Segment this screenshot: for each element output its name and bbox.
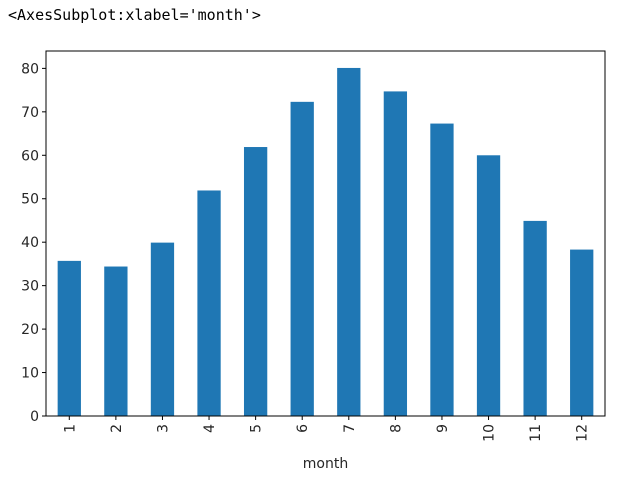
plot-frame (45, 50, 606, 417)
x-tick-label: 3 (155, 424, 171, 433)
x-tick-label: 11 (528, 424, 544, 442)
x-tick-label: 8 (388, 424, 404, 433)
bar-month-5 (243, 147, 268, 416)
x-tick-label: 9 (435, 424, 451, 433)
y-tick-label: 30 (21, 279, 39, 295)
cell-output-repr: <AxesSubplot:xlabel='month'> (8, 6, 261, 24)
x-tick-label: 1 (62, 424, 78, 433)
y-tick-label: 0 (30, 409, 39, 425)
y-tick-label: 40 (21, 235, 39, 251)
y-tick-label: 20 (21, 322, 39, 338)
bar-month-2 (104, 266, 128, 416)
x-tick-label: 5 (249, 424, 265, 433)
y-tick-label: 80 (21, 61, 39, 77)
x-tick-label: 2 (109, 424, 125, 433)
y-tick-label: 70 (21, 105, 39, 121)
bar-month-1 (57, 260, 81, 416)
bar-month-9 (430, 123, 454, 416)
bar-month-6 (290, 101, 314, 416)
y-tick-label: 60 (21, 148, 39, 164)
bar-month-8 (383, 91, 408, 417)
x-axis-label: month (303, 456, 348, 472)
y-tick-label: 50 (21, 192, 39, 208)
bars-group (57, 67, 594, 417)
x-tick-label: 7 (342, 424, 358, 433)
bar-month-11 (523, 220, 547, 416)
bar-month-10 (476, 155, 501, 417)
y-axis: 0 10 20 30 40 50 60 70 80 (21, 61, 46, 425)
x-tick-label: 10 (482, 424, 498, 442)
bar-month-7 (337, 67, 361, 417)
bar-month-12 (570, 249, 594, 416)
bar-month-4 (197, 190, 221, 416)
bar-month-3 (150, 242, 175, 416)
x-axis: 1 2 3 4 5 6 7 8 9 10 11 12 (62, 416, 591, 442)
y-tick-label: 10 (21, 366, 39, 382)
x-tick-label: 6 (295, 424, 311, 433)
x-tick-label: 4 (202, 424, 218, 433)
x-tick-label: 12 (575, 424, 591, 442)
